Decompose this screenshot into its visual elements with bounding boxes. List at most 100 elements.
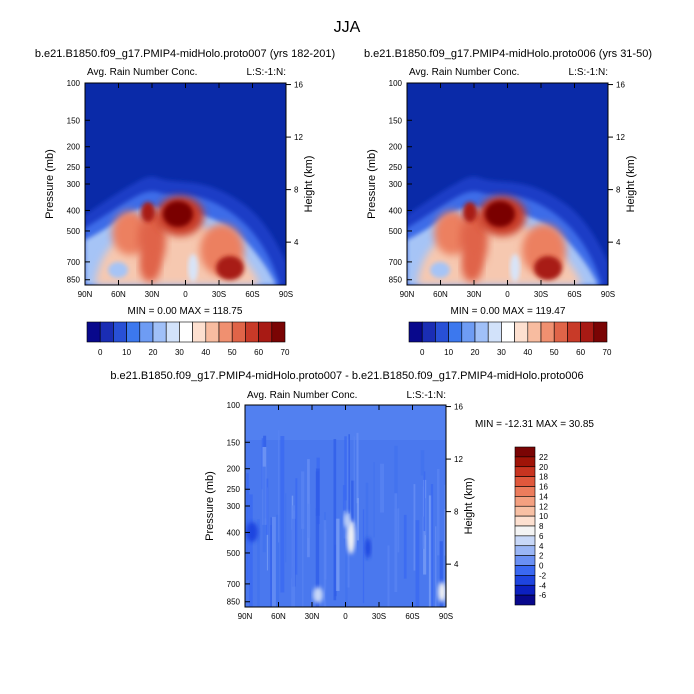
colorbar-box: [514, 321, 529, 343]
height-tick-label: 8: [616, 186, 621, 195]
x-tick-label: 0: [505, 290, 510, 299]
p-tick-label: 500: [67, 227, 81, 236]
colorbar-box: [527, 321, 542, 343]
field-streak: [335, 518, 340, 591]
p-tick-label: 400: [389, 206, 403, 215]
heatmap-field: [407, 83, 608, 285]
colorbar-box: [245, 321, 259, 343]
field-streak: [301, 471, 305, 529]
colorbar-label: 0: [539, 562, 544, 571]
colorbar-box: [139, 321, 154, 343]
x-tick-label: 90N: [78, 290, 93, 299]
field-streak: [428, 495, 432, 607]
field-streak: [351, 480, 355, 523]
x-tick-label: 30S: [212, 290, 226, 299]
field-streak: [324, 529, 327, 580]
field-streak: [353, 436, 356, 527]
panel-difference: b.e21.B1850.f09_g17.PMIP4-midHolo.proto0…: [110, 370, 594, 621]
colorbar-box: [567, 321, 581, 343]
p-tick-label: 500: [227, 549, 241, 558]
colorbar-box: [514, 456, 536, 468]
p-tick-label: 850: [67, 276, 81, 285]
x-tick-label: 30N: [305, 612, 320, 621]
colorbar-label: 20: [471, 348, 480, 357]
colorbar-box: [514, 575, 536, 586]
p-tick-label: 700: [227, 580, 241, 589]
field-blob: [246, 522, 258, 542]
p-tick-label: 150: [227, 438, 241, 447]
x-tick-label: 90S: [439, 612, 453, 621]
colorbar-label: 8: [539, 522, 544, 531]
colorbar-box: [514, 515, 536, 527]
x-tick-label: 30S: [534, 290, 548, 299]
field-streak: [276, 514, 280, 607]
field-core: [163, 201, 193, 227]
field-blob: [108, 262, 128, 278]
p-tick-label: 200: [67, 143, 81, 152]
colorbar-label: 60: [576, 348, 585, 357]
colorbar-box: [205, 321, 220, 343]
colorbar-box: [461, 321, 476, 343]
colorbar-label: 60: [254, 348, 263, 357]
colorbar: 0 10 20 30 40 50 60 70: [408, 321, 612, 357]
page-title: JJA: [334, 19, 361, 36]
p-tick-label: 400: [227, 528, 241, 537]
field-streak: [278, 430, 280, 543]
colorbar-box: [593, 321, 608, 343]
field-streak: [302, 523, 304, 607]
field-streak: [439, 541, 443, 607]
height-tick-label: 16: [294, 81, 303, 90]
colorbar-label: 0: [420, 348, 425, 357]
panel-left: b.e21.B1850.f09_g17.PMIP4-midHolo.proto0…: [35, 48, 335, 357]
colorbar-box: [99, 321, 114, 343]
y-axis-label: Pressure (mb): [204, 471, 216, 541]
colorbar-box: [514, 555, 536, 566]
panel-subtitle-right: L:S:-1:N:: [247, 67, 286, 78]
y-axis-label: Pressure (mb): [366, 149, 378, 219]
panel-axes: 90N 60N 30N 0 30S 60S 90S 100 150 200 250 300 400 500…: [204, 401, 475, 621]
field-blob: [365, 538, 371, 558]
p-tick-label: 500: [389, 227, 403, 236]
colorbar-box: [165, 321, 180, 343]
field-streak: [362, 509, 365, 604]
field-streak: [356, 432, 359, 504]
p-tick-label: 200: [227, 465, 241, 474]
p-tick-label: 850: [389, 276, 403, 285]
p-tick-label: 200: [389, 143, 403, 152]
colorbar-label: -2: [539, 571, 547, 580]
colorbar-label: 20: [539, 463, 548, 472]
colorbar-label: 18: [539, 473, 548, 482]
field-blob: [438, 582, 446, 602]
colorbar-box: [474, 321, 489, 343]
field-blob: [347, 520, 355, 554]
colorbar-box: [514, 565, 536, 576]
field-streak: [342, 485, 346, 511]
colorbar-box: [540, 321, 555, 343]
panel-subtitle-left: Avg. Rain Number Conc.: [409, 67, 519, 78]
field-streak: [249, 494, 253, 607]
colorbar-label: 6: [539, 532, 544, 541]
colorbar-box: [86, 321, 101, 343]
x-tick-label: 90S: [601, 290, 615, 299]
panel-right: b.e21.B1850.f09_g17.PMIP4-midHolo.proto0…: [364, 48, 652, 357]
field-streak: [373, 462, 375, 538]
colorbar-box: [514, 505, 536, 517]
field-streak: [394, 445, 398, 509]
field-streak: [380, 463, 385, 513]
field-blob: [140, 254, 160, 282]
field-streak: [307, 503, 311, 538]
field-streak: [444, 509, 446, 556]
p-tick-label: 300: [389, 180, 403, 189]
colorbar-label: 30: [175, 348, 184, 357]
field-streaks: [246, 430, 446, 607]
x-tick-label: 90N: [238, 612, 253, 621]
p-tick-label: 250: [389, 163, 403, 172]
field-streak: [356, 498, 360, 541]
stats-text: MIN = 0.00 MAX = 119.47: [451, 306, 566, 317]
field-streak: [423, 471, 426, 532]
p-tick-label: 400: [67, 206, 81, 215]
colorbar-label: 10: [122, 348, 131, 357]
colorbar-label: 10: [539, 512, 548, 521]
colorbar-box: [271, 321, 286, 343]
colorbar-box: [113, 321, 127, 343]
